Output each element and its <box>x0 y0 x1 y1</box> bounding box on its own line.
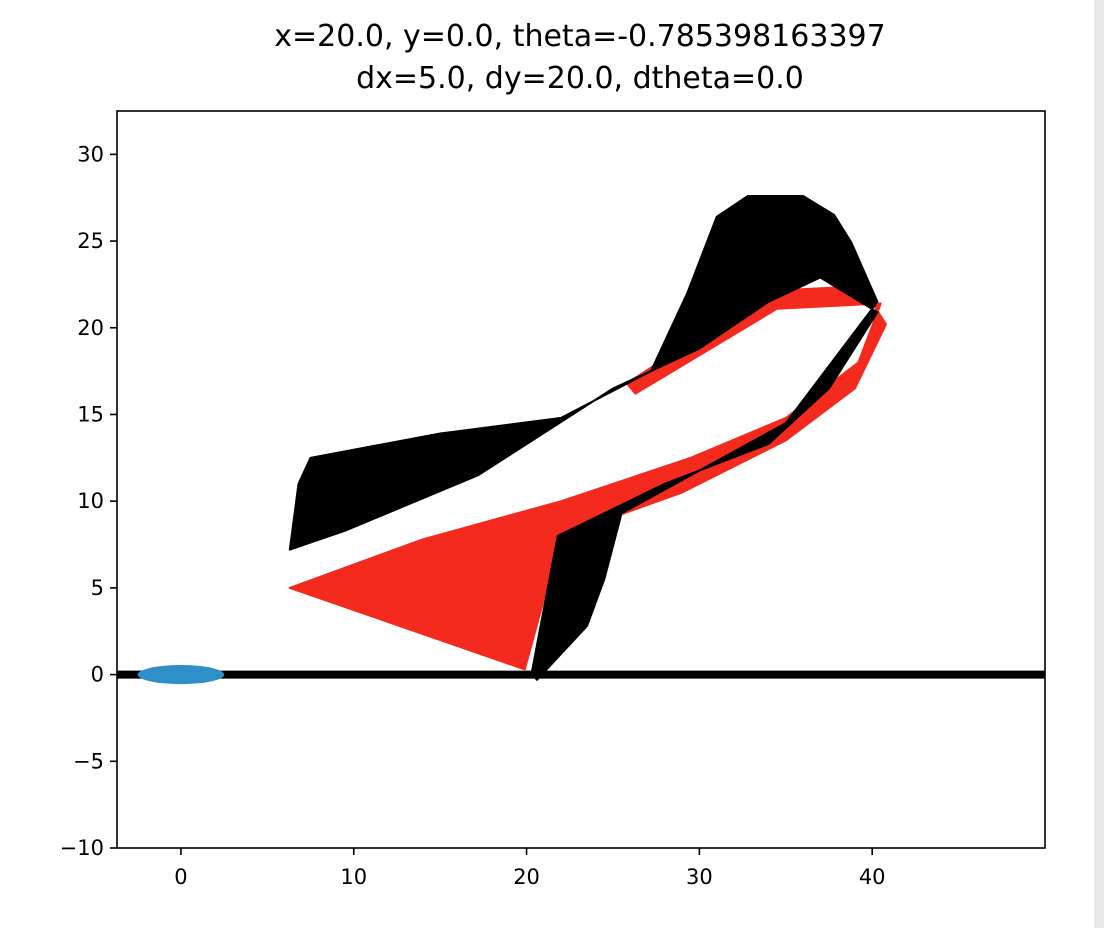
y-tick-label-6: 20 <box>77 316 104 340</box>
series-1 <box>288 285 887 671</box>
y-tick-label-0: −10 <box>60 836 104 860</box>
x-axis: 0 10 20 30 40 <box>174 848 886 889</box>
series-0 <box>288 195 879 681</box>
series-0-band <box>288 195 879 681</box>
plot-area <box>117 195 1045 685</box>
y-axis: −10 −5 0 5 10 15 20 25 30 <box>60 142 117 860</box>
y-tick-label-3: 5 <box>91 576 104 600</box>
window-edge <box>1094 0 1104 928</box>
axes-frame <box>116 110 1046 849</box>
x-tick-label-4: 40 <box>859 865 886 889</box>
y-tick-label-8: 30 <box>77 142 104 166</box>
x-tick-label-2: 20 <box>513 865 540 889</box>
chart-title-line-2: dx=5.0, dy=20.0, dtheta=0.0 <box>356 61 804 96</box>
y-tick-label-7: 25 <box>77 229 104 253</box>
series-1-band <box>288 285 887 671</box>
y-tick-label-5: 15 <box>77 402 104 426</box>
y-tick-label-1: −5 <box>73 749 104 773</box>
y-tick-label-4: 10 <box>77 489 104 513</box>
x-tick-label-3: 30 <box>686 865 713 889</box>
origin-ellipse <box>137 665 225 685</box>
x-tick-label-1: 10 <box>340 865 367 889</box>
y-tick-label-2: 0 <box>91 663 104 687</box>
chart-title-line-1: x=20.0, y=0.0, theta=-0.785398163397 <box>274 19 885 54</box>
x-tick-label-0: 0 <box>174 865 187 889</box>
